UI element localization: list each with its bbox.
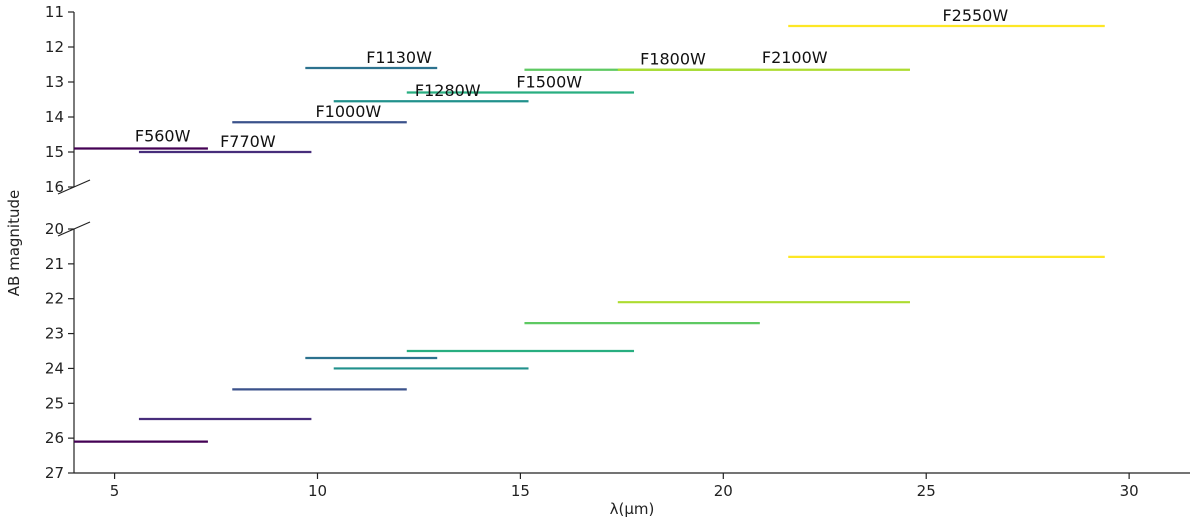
filter-bands	[74, 24, 1105, 443]
x-tick-label: 5	[110, 482, 120, 500]
x-tick-label: 10	[308, 482, 327, 500]
filter-label-f560w: F560W	[135, 127, 191, 146]
y-tick-label: 16	[45, 178, 64, 196]
filter-label-f2100w: F2100W	[762, 48, 828, 67]
y-tick-label: 26	[45, 429, 64, 447]
axes: 11 12 13 14 15 16 20 21 22 23 24 25 26 27 5 10 15 20 25 30	[45, 3, 1190, 500]
y-tick-label: 24	[45, 359, 64, 377]
y-tick-label: 11	[45, 3, 64, 21]
x-axis-title: λ(μm)	[610, 500, 655, 518]
filter-label-f1280w: F1280W	[415, 81, 481, 100]
y-tick-label: 23	[45, 325, 64, 343]
filter-label-f770w: F770W	[220, 132, 276, 151]
y-tick-label: 21	[45, 255, 64, 273]
y-tick-label: 20	[45, 220, 64, 238]
y-tick-label: 25	[45, 394, 64, 412]
x-tick-label: 15	[511, 482, 530, 500]
filter-labels: F560W F770W F1000W F1130W F1280W F1500W F1800W…	[135, 6, 1009, 151]
y-axis-title: AB magnitude	[5, 190, 23, 296]
filter-label-f1800w: F1800W	[640, 50, 706, 69]
filter-label-f1500w: F1500W	[516, 72, 582, 91]
filter-label-f1130w: F1130W	[366, 48, 432, 67]
y-tick-label: 27	[45, 464, 64, 482]
filter-label-f2550w: F2550W	[942, 6, 1008, 25]
y-tick-label: 12	[45, 38, 64, 56]
x-tick-label: 30	[1120, 482, 1139, 500]
filter-label-f1000w: F1000W	[315, 102, 381, 121]
y-tick-label: 22	[45, 290, 64, 308]
x-tick-label: 25	[917, 482, 936, 500]
x-tick-label: 20	[714, 482, 733, 500]
y-tick-label: 13	[45, 73, 64, 91]
y-tick-label: 14	[45, 108, 64, 126]
y-tick-label: 15	[45, 143, 64, 161]
